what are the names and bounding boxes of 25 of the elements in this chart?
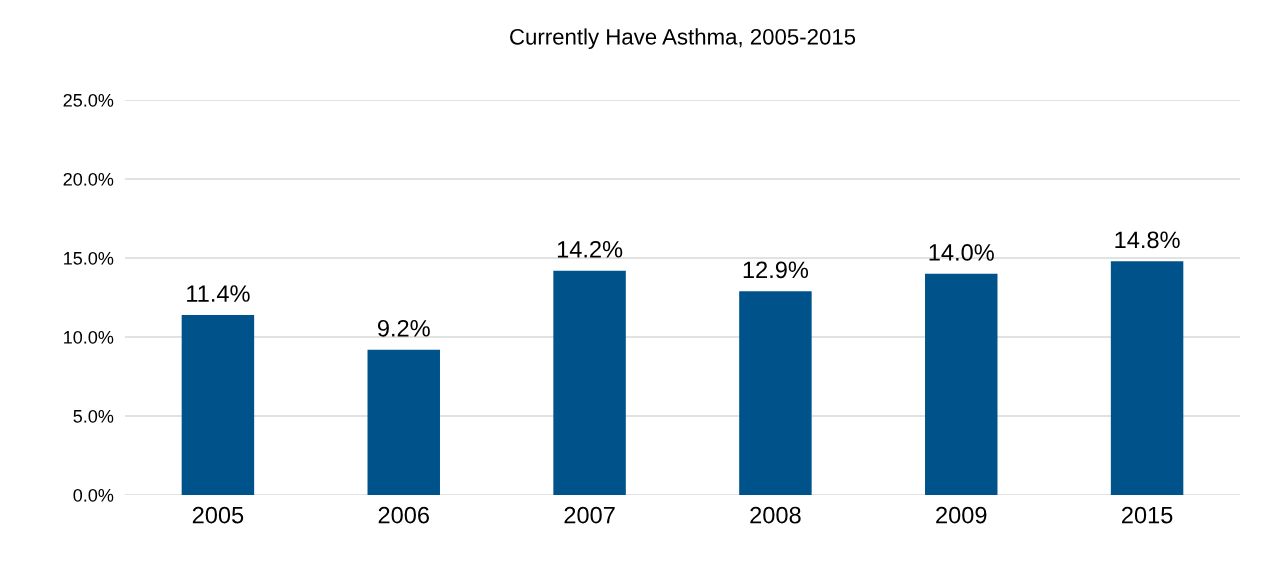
y-tick-label: 20.0% — [63, 172, 114, 186]
bar — [181, 314, 255, 495]
x-tick-label: 2015 — [1122, 506, 1173, 524]
x-tick-label: 2006 — [378, 506, 429, 524]
bar — [925, 273, 998, 495]
bar — [367, 349, 440, 495]
x-tick-label: 2008 — [750, 506, 801, 524]
y-tick-label: 5.0% — [73, 409, 114, 423]
data-label: 11.4% — [187, 285, 250, 302]
x-tick-label: 2007 — [564, 506, 615, 524]
data-label: 14.8% — [1115, 231, 1180, 249]
bar — [739, 291, 812, 495]
data-label: 14.0% — [929, 244, 994, 261]
y-tick-label: 10.0% — [64, 330, 114, 344]
chart-title: Currently Have Asthma, 2005-2015 — [510, 28, 856, 50]
data-label: 12.9% — [743, 261, 809, 279]
data-label: 9.2% — [377, 319, 430, 337]
bar — [553, 270, 626, 495]
x-tick-label: 2005 — [192, 506, 244, 524]
y-tick-label: 0.0% — [73, 488, 114, 502]
bar — [1110, 261, 1184, 495]
y-tick-label: 15.0% — [64, 251, 114, 265]
x-tick-label: 2009 — [936, 506, 987, 524]
data-label: 14.2% — [557, 240, 623, 258]
y-tick-label: 25.0% — [63, 93, 114, 107]
